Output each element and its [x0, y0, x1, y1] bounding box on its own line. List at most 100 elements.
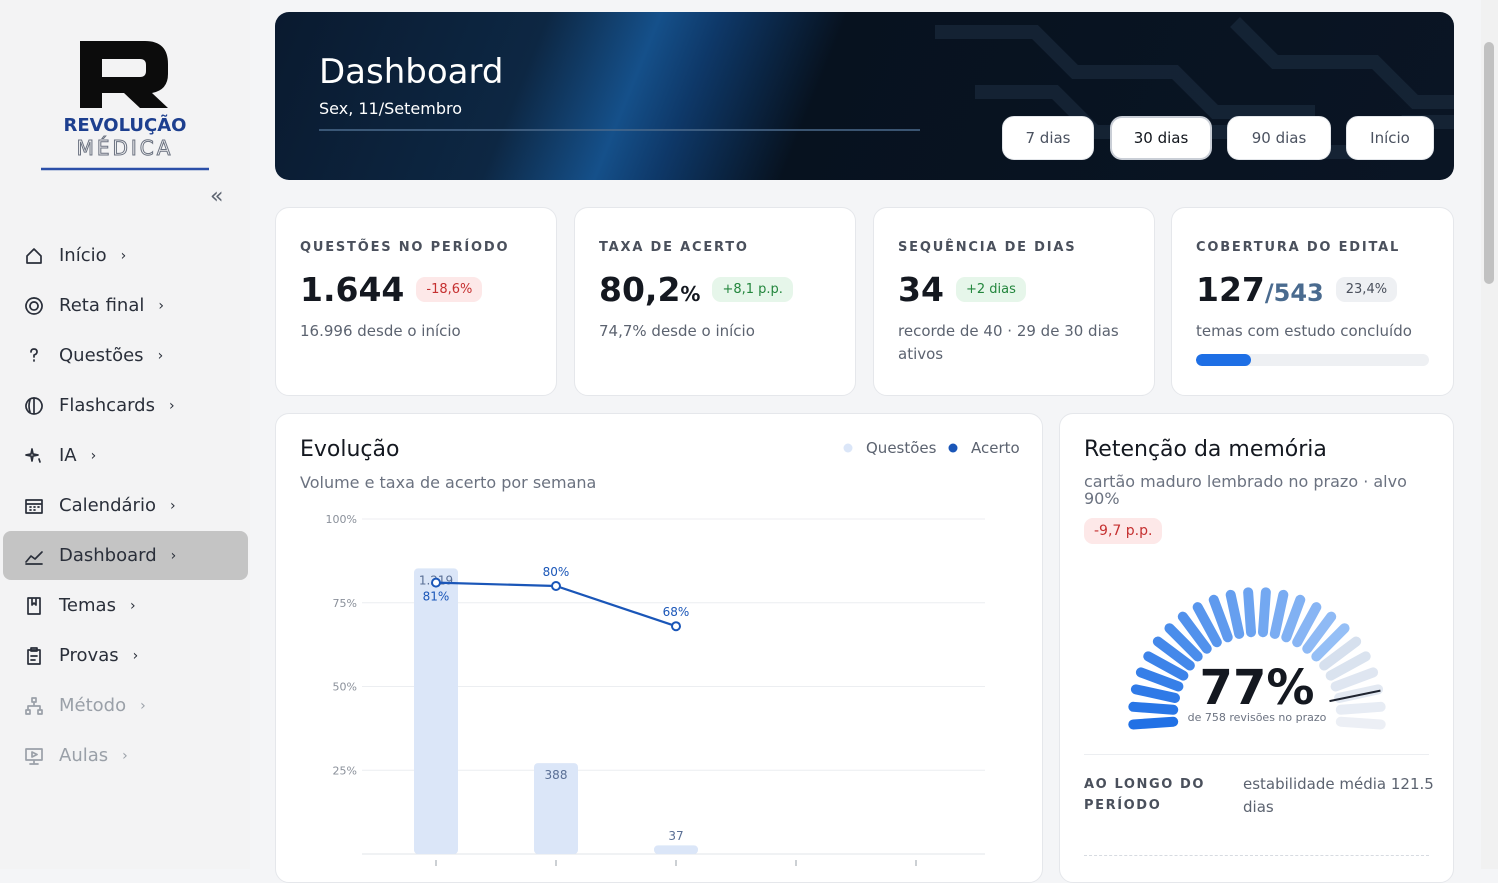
retention-badge: -9,7 p.p. [1084, 518, 1163, 544]
nav-chevron: › [158, 297, 164, 314]
stat-badge: -18,6% [416, 277, 483, 302]
nav-label: Método [59, 695, 127, 716]
icon-path [27, 596, 41, 615]
nav-item[interactable]: Dashboard › [3, 531, 248, 580]
legend-label: Questões [866, 439, 937, 457]
gauge-segment [1192, 602, 1222, 648]
gauge-segment [1177, 611, 1212, 654]
stat-label: COBERTURA DO EDITAL [1196, 240, 1401, 255]
gauge-segment [1243, 587, 1257, 638]
evolution-card: Evolução Volume e taxa de acerto por sem… [275, 413, 1043, 883]
nav-chevron: › [169, 397, 175, 414]
line-point [431, 577, 441, 588]
stat-value-row: 80,2% +8,1 p.p. [599, 270, 793, 309]
header-title: Dashboard [319, 52, 504, 92]
nav-label: IA [59, 445, 77, 466]
stat-label: SEQUÊNCIA DE DIAS [898, 240, 1077, 255]
bar-label: 37 [668, 829, 683, 843]
nav-chevron: › [140, 697, 146, 714]
nav-icon [25, 696, 43, 715]
scroll-thumb[interactable] [1484, 42, 1494, 284]
stat-unit: /543 [1264, 279, 1324, 307]
bar [654, 845, 698, 854]
divider [1084, 754, 1429, 755]
scrollbar[interactable] [1481, 0, 1498, 869]
legend-swatch [948, 443, 958, 453]
nav-item[interactable]: Método › [3, 681, 248, 730]
gauge-segment [1143, 651, 1189, 681]
stat-value-row: 34 +2 dias [898, 270, 1026, 309]
nav-label: Início [59, 245, 107, 266]
nav-icon [25, 498, 43, 514]
gauge-arc [1128, 587, 1386, 730]
icon-path [25, 498, 43, 514]
range-pill[interactable]: Início [1346, 116, 1434, 160]
gauge-segment [1128, 716, 1179, 730]
icon-path [30, 347, 38, 362]
nav-icon [25, 747, 43, 765]
stat-sub: 74,7% desde o início [599, 322, 755, 340]
point-label: 81% [423, 590, 450, 604]
gauge-value: 77% [1200, 660, 1315, 716]
stat-badge: +2 dias [955, 277, 1026, 302]
baseline [1084, 855, 1429, 856]
bar-label: 388 [545, 768, 568, 782]
nav-chevron: › [120, 247, 127, 264]
legend-label: Acerto [971, 439, 1020, 457]
progress-bar [1196, 354, 1251, 366]
nav-chevron: › [170, 547, 177, 564]
gauge-segment [1281, 594, 1306, 643]
gauge-segment [1292, 602, 1322, 648]
nav-item[interactable]: Flashcards › [3, 381, 248, 430]
nav-item[interactable]: Questões › [3, 331, 248, 380]
gauge-segment [1164, 623, 1203, 662]
nav-label: Reta final [59, 295, 145, 316]
nav-item[interactable]: Temas › [3, 581, 248, 630]
legend-swatch [843, 443, 853, 453]
chart-subtitle: Volume e taxa de acerto por semana [300, 473, 597, 492]
nav-item[interactable]: Calendário › [3, 481, 248, 530]
logo-line1: REVOLUÇÃO [64, 113, 187, 136]
period-label: AO LONGO DO PERÍODO [1084, 777, 1206, 813]
icon-path [25, 747, 43, 765]
stat-value: 34 [898, 270, 944, 309]
range-pill[interactable]: 90 dias [1227, 116, 1331, 160]
nav-item[interactable]: Aulas › [3, 731, 248, 780]
y-tick-label: 75% [333, 597, 357, 610]
nav-icon [26, 247, 42, 264]
stat-unit: % [680, 282, 701, 306]
nav-item[interactable]: IA › [3, 431, 248, 480]
range-pill[interactable]: 30 dias [1110, 116, 1212, 160]
gauge-segment [1325, 651, 1371, 681]
gauge-segment [1130, 684, 1180, 703]
collapse-button[interactable]: « [210, 184, 224, 209]
icon-path [25, 296, 43, 315]
chart: 25%50%75%100%QuestõesAcerto1.2193883781%… [326, 439, 1020, 866]
stat-card: COBERTURA DO EDITAL 127/543 23,4% temas com… [1171, 207, 1454, 396]
point-label: 80% [543, 565, 570, 579]
stat-value: 1.644 [300, 270, 405, 309]
nav-icon [25, 447, 41, 463]
nav-item[interactable]: Início › [3, 231, 248, 280]
gauge-segment [1269, 589, 1289, 639]
gauge-segment [1330, 667, 1379, 692]
nav-item[interactable]: Reta final › [3, 281, 248, 330]
logo: REVOLUÇÃO MÉDICA [41, 41, 209, 171]
stat-value: 80,2 [599, 270, 681, 309]
nav-item[interactable]: Provas › [3, 631, 248, 680]
gauge-segment [1302, 611, 1337, 654]
gauge-caption: de 758 revisões no prazo [1188, 711, 1327, 724]
bar [534, 763, 578, 854]
gauge-segment [1135, 667, 1184, 692]
bar [414, 568, 458, 854]
stat-label: QUESTÕES NO PERÍODO [300, 240, 510, 255]
nav-chevron: › [132, 647, 139, 664]
stat-sub: temas com estudo concluído [1196, 322, 1412, 340]
retention-subtitle: cartão maduro lembrado no prazo · alvo 9… [1084, 472, 1407, 508]
range-pill[interactable]: 7 dias [1002, 116, 1094, 160]
nav-label: Temas [59, 595, 116, 616]
icon-path [25, 550, 43, 565]
icon-path [25, 447, 41, 463]
point-label: 68% [663, 605, 690, 619]
logo-mark [80, 41, 168, 108]
